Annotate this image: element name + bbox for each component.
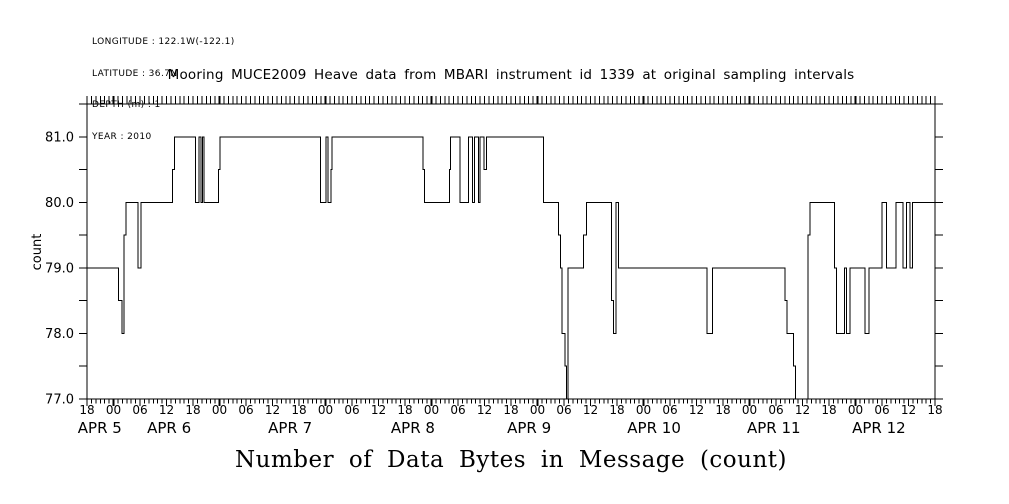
x-tick-label: 12 xyxy=(371,403,386,417)
x-tick-label: 18 xyxy=(291,403,306,417)
x-date-label: APR 5 xyxy=(78,419,122,437)
x-date-label: APR 10 xyxy=(627,419,681,437)
y-tick-label: 77.0 xyxy=(45,393,74,408)
x-tick-label: 00 xyxy=(212,403,227,417)
y-tick-label: 78.0 xyxy=(45,327,74,342)
y-tick-label: 79.0 xyxy=(45,261,74,276)
bottom-axis-title: Number of Data Bytes in Message (count) xyxy=(235,447,787,473)
x-tick-label: 06 xyxy=(344,403,359,417)
metadata-block: LONGITUDE : 122.1W(-122.1) LATITUDE : 36… xyxy=(92,16,235,163)
x-tick-label: 18 xyxy=(821,403,836,417)
y-tick-label: 80.0 xyxy=(45,196,74,211)
x-tick-label: 06 xyxy=(238,403,253,417)
x-tick-label: 18 xyxy=(503,403,518,417)
x-tick-label: 06 xyxy=(450,403,465,417)
x-date-label: APR 9 xyxy=(507,419,551,437)
x-tick-label: 12 xyxy=(901,403,916,417)
x-tick-label: 00 xyxy=(636,403,651,417)
x-tick-label: 06 xyxy=(662,403,677,417)
x-tick-label: 12 xyxy=(159,403,174,417)
x-date-label: APR 7 xyxy=(268,419,312,437)
x-tick-label: 12 xyxy=(795,403,810,417)
x-tick-label: 18 xyxy=(397,403,412,417)
x-date-label: APR 12 xyxy=(852,419,906,437)
x-tick-label: 00 xyxy=(530,403,545,417)
x-tick-label: 12 xyxy=(583,403,598,417)
x-tick-label: 06 xyxy=(132,403,147,417)
x-date-label: APR 8 xyxy=(391,419,435,437)
x-tick-label: 12 xyxy=(477,403,492,417)
x-tick-label: 18 xyxy=(927,403,942,417)
x-tick-label: 00 xyxy=(848,403,863,417)
x-tick-label: 18 xyxy=(715,403,730,417)
plot-title: Mooring MUCE2009 Heave data from MBARI i… xyxy=(167,67,855,83)
x-tick-label: 00 xyxy=(742,403,757,417)
x-tick-label: 00 xyxy=(106,403,121,417)
x-tick-label: 00 xyxy=(318,403,333,417)
x-tick-label: 06 xyxy=(768,403,783,417)
x-tick-label: 12 xyxy=(265,403,280,417)
x-tick-label: 12 xyxy=(689,403,704,417)
x-tick-label: 06 xyxy=(874,403,889,417)
y-axis-label: count xyxy=(30,233,45,271)
x-tick-label: 00 xyxy=(424,403,439,417)
x-date-label: APR 11 xyxy=(747,419,801,437)
x-tick-label: 06 xyxy=(556,403,571,417)
x-date-label: APR 6 xyxy=(147,419,191,437)
data-step-line xyxy=(87,136,935,400)
metadata-longitude: LONGITUDE : 122.1W(-122.1) xyxy=(92,37,235,47)
x-tick-label: 18 xyxy=(609,403,624,417)
metadata-year: YEAR : 2010 xyxy=(92,131,152,142)
x-tick-label: 18 xyxy=(79,403,94,417)
x-tick-label: 18 xyxy=(185,403,200,417)
metadata-latitude: LATITUDE : 36.7N xyxy=(92,68,178,79)
metadata-depth: DEPTH (m) : 1 xyxy=(92,100,161,110)
y-tick-label: 81.0 xyxy=(45,130,74,145)
